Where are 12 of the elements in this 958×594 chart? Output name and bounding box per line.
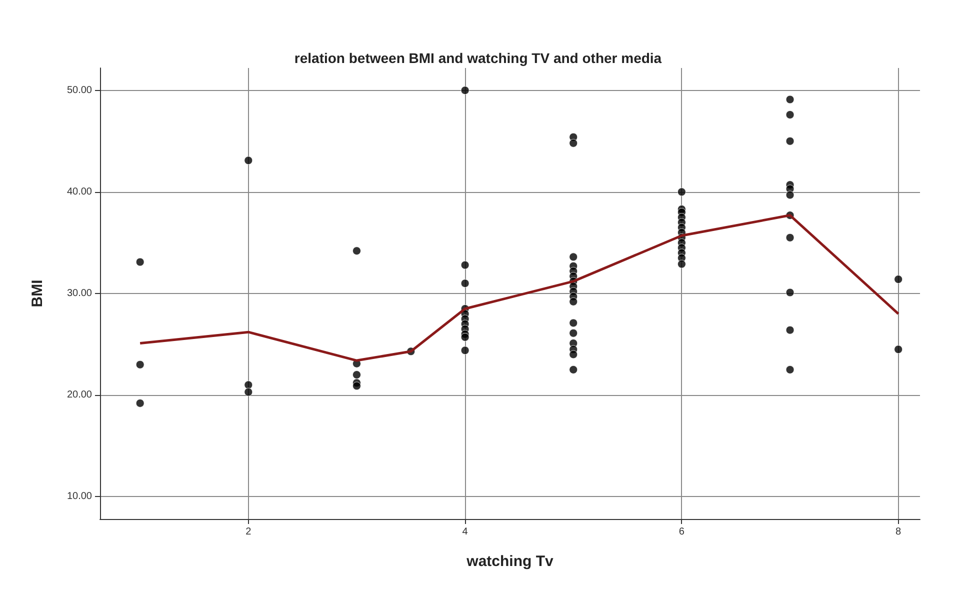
x-tick-label: 4 bbox=[462, 526, 468, 538]
x-tick-label: 8 bbox=[896, 526, 902, 538]
x-tick-label: 2 bbox=[246, 526, 252, 538]
chart-title: relation between BMI and watching TV and other media bbox=[294, 50, 662, 66]
y-tick-label: 40.00 bbox=[66, 186, 92, 198]
x-tick-label: 6 bbox=[678, 526, 685, 538]
x-axis-title: watching Tv bbox=[466, 553, 554, 570]
y-axis-title: BMI bbox=[29, 280, 46, 308]
y-tick-label: 10.00 bbox=[66, 491, 92, 502]
y-tick-label: 30.00 bbox=[66, 288, 92, 299]
y-tick-label: 50.00 bbox=[66, 84, 92, 96]
y-tick-label: 20.00 bbox=[66, 390, 92, 401]
